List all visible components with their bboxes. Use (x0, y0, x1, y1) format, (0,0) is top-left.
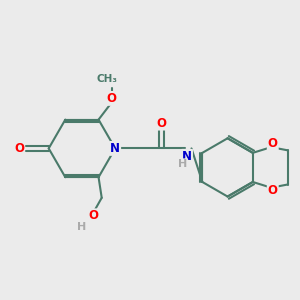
Text: O: O (88, 209, 98, 222)
Text: N: N (110, 142, 120, 155)
Text: O: O (268, 184, 278, 197)
Text: N: N (182, 150, 192, 163)
Text: O: O (107, 92, 117, 105)
Text: O: O (157, 117, 167, 130)
Text: H: H (178, 159, 187, 169)
Text: H: H (76, 222, 86, 232)
Text: O: O (14, 142, 24, 155)
Text: O: O (268, 137, 278, 151)
Text: CH₃: CH₃ (97, 74, 118, 84)
